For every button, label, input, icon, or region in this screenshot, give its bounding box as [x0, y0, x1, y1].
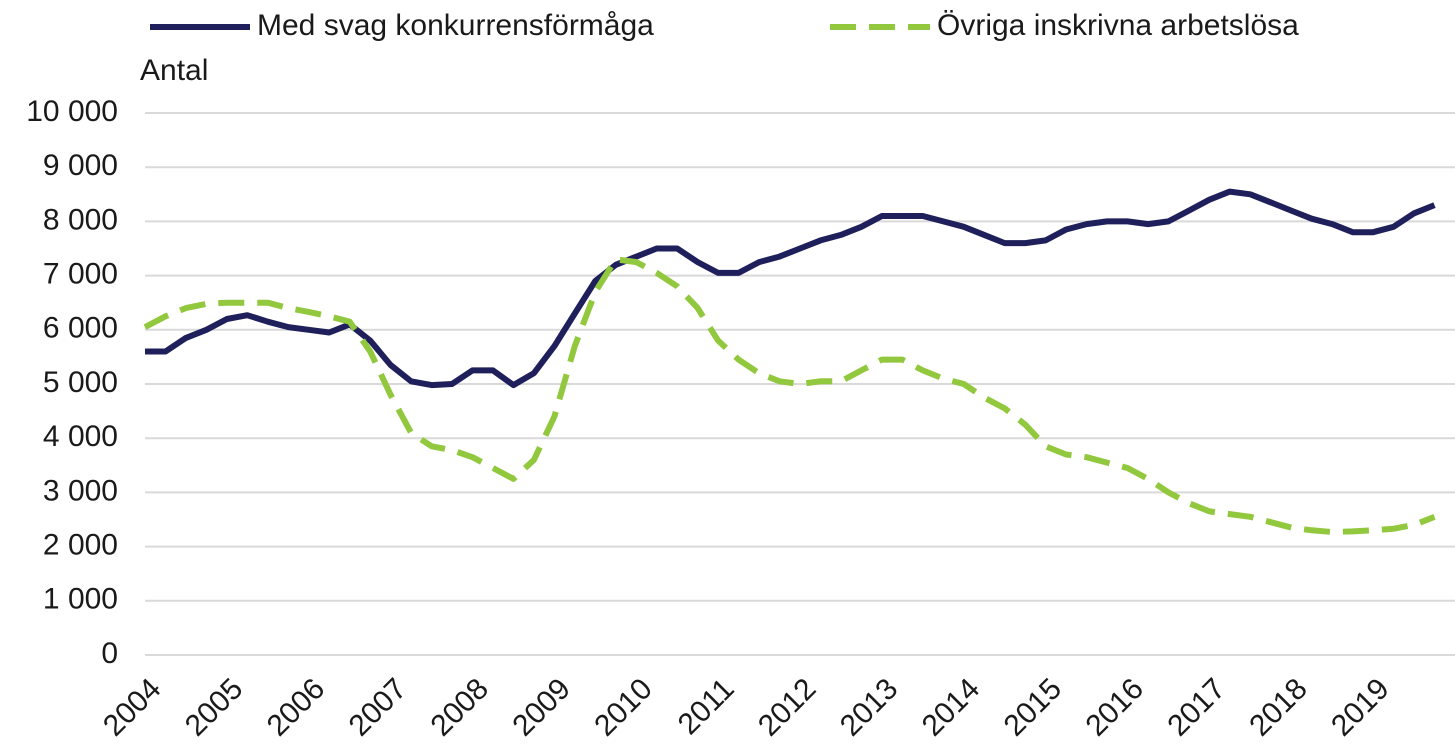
legend-label: Övriga inskrivna arbetslösa	[937, 9, 1299, 42]
x-tick-label: 2006	[261, 672, 332, 743]
y-tick-label: 1 000	[43, 583, 118, 616]
y-tick-label: 8 000	[43, 203, 118, 236]
x-tick-label: 2008	[425, 672, 496, 743]
x-tick-label: 2010	[588, 672, 659, 743]
y-tick-label: 0	[101, 637, 118, 670]
y-axis-label: Antal	[140, 54, 208, 87]
x-tick-label: 2016	[1080, 672, 1151, 743]
y-tick-label: 3 000	[43, 474, 118, 507]
x-tick-label: 2013	[834, 672, 905, 743]
legend-label: Med svag konkurrensförmåga	[257, 9, 654, 42]
x-tick-label: 2019	[1325, 672, 1396, 743]
y-tick-label: 4 000	[43, 420, 118, 453]
x-tick-label: 2007	[343, 672, 414, 743]
y-tick-label: 5 000	[43, 366, 118, 399]
x-tick-label: 2014	[916, 672, 987, 743]
y-tick-label: 9 000	[43, 149, 118, 182]
series-line	[143, 256, 1436, 535]
y-tick-label: 2 000	[43, 529, 118, 562]
x-tick-label: 2012	[752, 672, 823, 743]
x-tick-label: 2015	[998, 672, 1069, 743]
x-tick-label: 2005	[179, 672, 250, 743]
x-tick-label: 2018	[1243, 672, 1314, 743]
y-tick-label: 6 000	[43, 312, 118, 345]
y-tick-label: 7 000	[43, 258, 118, 291]
x-tick-label: 2009	[506, 672, 577, 743]
x-tick-label: 2004	[97, 672, 168, 743]
x-tick-label: 2011	[672, 672, 741, 741]
y-tick-label: 10 000	[26, 95, 118, 128]
series-line	[145, 188, 1436, 389]
x-tick-label: 2017	[1161, 672, 1232, 743]
